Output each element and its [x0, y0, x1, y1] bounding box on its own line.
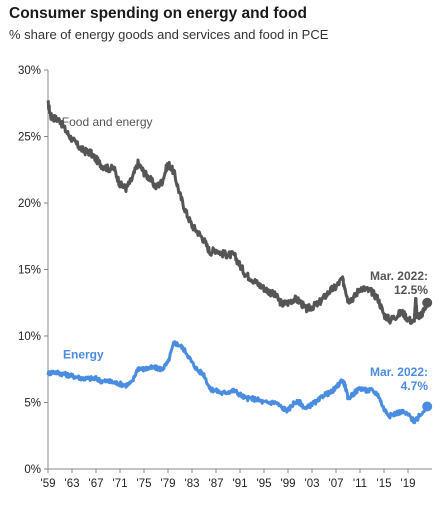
x-tick-label: '75: [137, 478, 152, 490]
x-tick-label: '15: [377, 478, 392, 490]
y-tick-label: 15%: [18, 265, 41, 277]
y-tick-label: 25%: [18, 132, 41, 144]
series-end-marker-energy: [422, 401, 433, 412]
x-tick-label: '87: [209, 478, 224, 490]
x-tick-label: '63: [65, 478, 80, 490]
annotation-food-and-energy-date: Mar. 2022:: [370, 269, 428, 283]
x-tick-label: '59: [41, 478, 56, 490]
series-label-energy: Energy: [63, 348, 104, 362]
y-tick-label: 30%: [18, 65, 41, 77]
y-tick-label: 10%: [18, 331, 41, 343]
x-tick-label: '07: [329, 478, 344, 490]
series-line-food-and-energy: [46, 100, 429, 325]
chart-axes: 0% 5% 10% 15% 20% 25% 30% '59 '63 '67 '71 '75 '79 '83…: [18, 65, 432, 490]
series-label-food-and-energy: Food and energy: [62, 115, 153, 129]
x-tick-label: '91: [233, 478, 248, 490]
x-tick-label: '71: [113, 478, 128, 490]
x-tick-label: '03: [305, 478, 320, 490]
series-end-marker-food-and-energy: [422, 297, 433, 308]
x-tick-label: '67: [89, 478, 104, 490]
y-tick-label: 5%: [24, 398, 41, 410]
annotation-food-and-energy-value: 12.5%: [394, 283, 428, 297]
chart-series: [46, 100, 433, 425]
y-tick-label: 0%: [24, 464, 41, 476]
series-line-energy: [46, 340, 429, 425]
x-tick-label: '83: [185, 478, 200, 490]
chart-subtitle: % share of energy goods and services and…: [9, 27, 329, 42]
x-tick-label: '95: [257, 478, 272, 490]
annotation-energy-date: Mar. 2022:: [370, 365, 428, 379]
chart-title: Consumer spending on energy and food: [9, 5, 307, 22]
y-tick-label: 20%: [18, 198, 41, 210]
x-tick-label: '19: [401, 478, 416, 490]
x-tick-label: '99: [281, 478, 296, 490]
x-tick-label: '79: [161, 478, 176, 490]
annotation-energy-value: 4.7%: [401, 379, 429, 393]
x-tick-label: '11: [353, 478, 367, 490]
